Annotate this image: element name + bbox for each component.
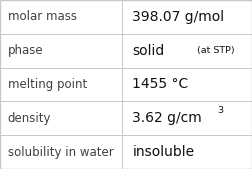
Text: insoluble: insoluble [132,145,195,159]
Text: solubility in water: solubility in water [8,146,113,159]
Text: 3: 3 [217,106,223,115]
Text: (at STP): (at STP) [197,46,234,55]
Text: molar mass: molar mass [8,10,77,23]
Text: phase: phase [8,44,43,57]
Text: melting point: melting point [8,78,87,91]
Text: solid: solid [132,44,165,58]
Text: 398.07 g/mol: 398.07 g/mol [132,10,225,24]
Text: 3.62 g/cm: 3.62 g/cm [132,111,202,125]
Text: density: density [8,112,51,125]
Text: 1455 °C: 1455 °C [132,78,188,91]
